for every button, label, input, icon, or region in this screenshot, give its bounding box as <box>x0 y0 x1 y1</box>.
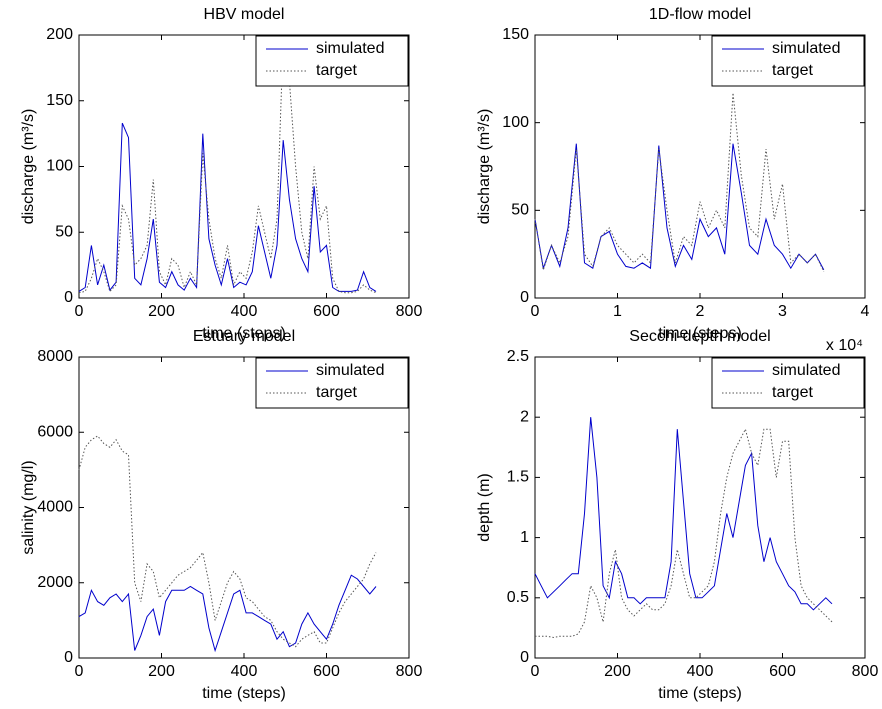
y-tick-label: 150 <box>502 26 529 43</box>
y-tick-label: 0.5 <box>507 589 529 606</box>
legend-label: simulated <box>316 362 384 379</box>
legend-label: target <box>316 384 357 401</box>
legend-box <box>711 357 865 409</box>
series-line <box>78 574 377 653</box>
x-tick-label: 200 <box>148 663 175 680</box>
x-tick-label: 200 <box>604 663 631 680</box>
chart-title: HBV model <box>204 6 285 23</box>
y-tick-label: 150 <box>46 92 73 109</box>
x-tick-label: 800 <box>852 663 879 680</box>
legend-label: target <box>772 384 813 401</box>
y-tick-label: 2000 <box>37 574 73 591</box>
y-tick-label: 0 <box>520 289 529 306</box>
series-line <box>78 38 377 294</box>
y-tick-label: 50 <box>511 202 529 219</box>
x-tick-label: 0 <box>75 303 84 320</box>
x-tick-label: 600 <box>313 303 340 320</box>
x-tick-label: 3 <box>778 303 787 320</box>
chart-title: Estuary model <box>193 328 295 345</box>
y-tick-label: 50 <box>55 223 73 240</box>
x-tick-label: 400 <box>231 663 258 680</box>
legend-box <box>255 357 409 409</box>
series-line <box>534 417 833 611</box>
x-tick-label: 400 <box>231 303 258 320</box>
x-axis-label: time (steps) <box>202 685 286 702</box>
x-multiplier: x 10⁴ <box>826 337 863 354</box>
series-line <box>534 143 825 271</box>
subplot: 0 200 400 600 800 0 0.5 1 1.5 2 2.5 Secchi-depth mo… <box>476 328 878 702</box>
series-line <box>534 92 825 272</box>
y-tick-label: 100 <box>46 158 73 175</box>
y-tick-label: 0 <box>520 649 529 666</box>
legend-box <box>255 35 409 87</box>
x-tick-label: 0 <box>531 303 540 320</box>
y-tick-label: 4000 <box>37 499 73 516</box>
y-tick-label: 2.5 <box>507 348 529 365</box>
y-axis-label: salinity (mg/l) <box>20 460 37 554</box>
subplot: 0 1 2 3 4 0 50 100 150 1D-flow model time (steps) d… <box>476 6 869 354</box>
x-tick-label: 400 <box>687 663 714 680</box>
subplot: 0 200 400 600 800 0 50 100 150 200 HBV model time (… <box>20 6 422 342</box>
y-tick-label: 0 <box>64 289 73 306</box>
x-tick-label: 4 <box>861 303 870 320</box>
y-tick-label: 0 <box>64 649 73 666</box>
legend-label: simulated <box>316 40 384 57</box>
y-tick-label: 1 <box>520 529 529 546</box>
y-axis-label: depth (m) <box>476 473 493 541</box>
legend-label: target <box>316 62 357 79</box>
x-tick-label: 0 <box>531 663 540 680</box>
x-tick-label: 600 <box>313 663 340 680</box>
legend-label: simulated <box>772 362 840 379</box>
y-tick-label: 8000 <box>37 348 73 365</box>
series-line <box>535 427 833 639</box>
x-tick-label: 800 <box>396 663 423 680</box>
chart-title: Secchi-depth model <box>629 328 770 345</box>
y-tick-label: 1.5 <box>507 469 529 486</box>
x-tick-label: 800 <box>396 303 423 320</box>
y-axis-label: discharge (m³/s) <box>476 109 493 225</box>
y-tick-label: 100 <box>502 114 529 131</box>
y-tick-label: 6000 <box>37 423 73 440</box>
y-tick-label: 200 <box>46 26 73 43</box>
legend-label: target <box>772 62 813 79</box>
y-axis-label: discharge (m³/s) <box>20 109 37 225</box>
x-tick-label: 1 <box>613 303 622 320</box>
x-axis-label: time (steps) <box>658 685 742 702</box>
series-line <box>78 122 377 292</box>
x-tick-label: 0 <box>75 663 84 680</box>
x-tick-label: 2 <box>696 303 705 320</box>
legend-label: simulated <box>772 40 840 57</box>
x-tick-label: 600 <box>769 663 796 680</box>
chart-title: 1D-flow model <box>649 6 751 23</box>
x-axis-label: time (steps) <box>202 325 286 342</box>
x-axis-label: time (steps) <box>658 325 742 342</box>
x-tick-label: 200 <box>148 303 175 320</box>
y-tick-label: 2 <box>520 408 529 425</box>
legend-box <box>711 35 865 87</box>
